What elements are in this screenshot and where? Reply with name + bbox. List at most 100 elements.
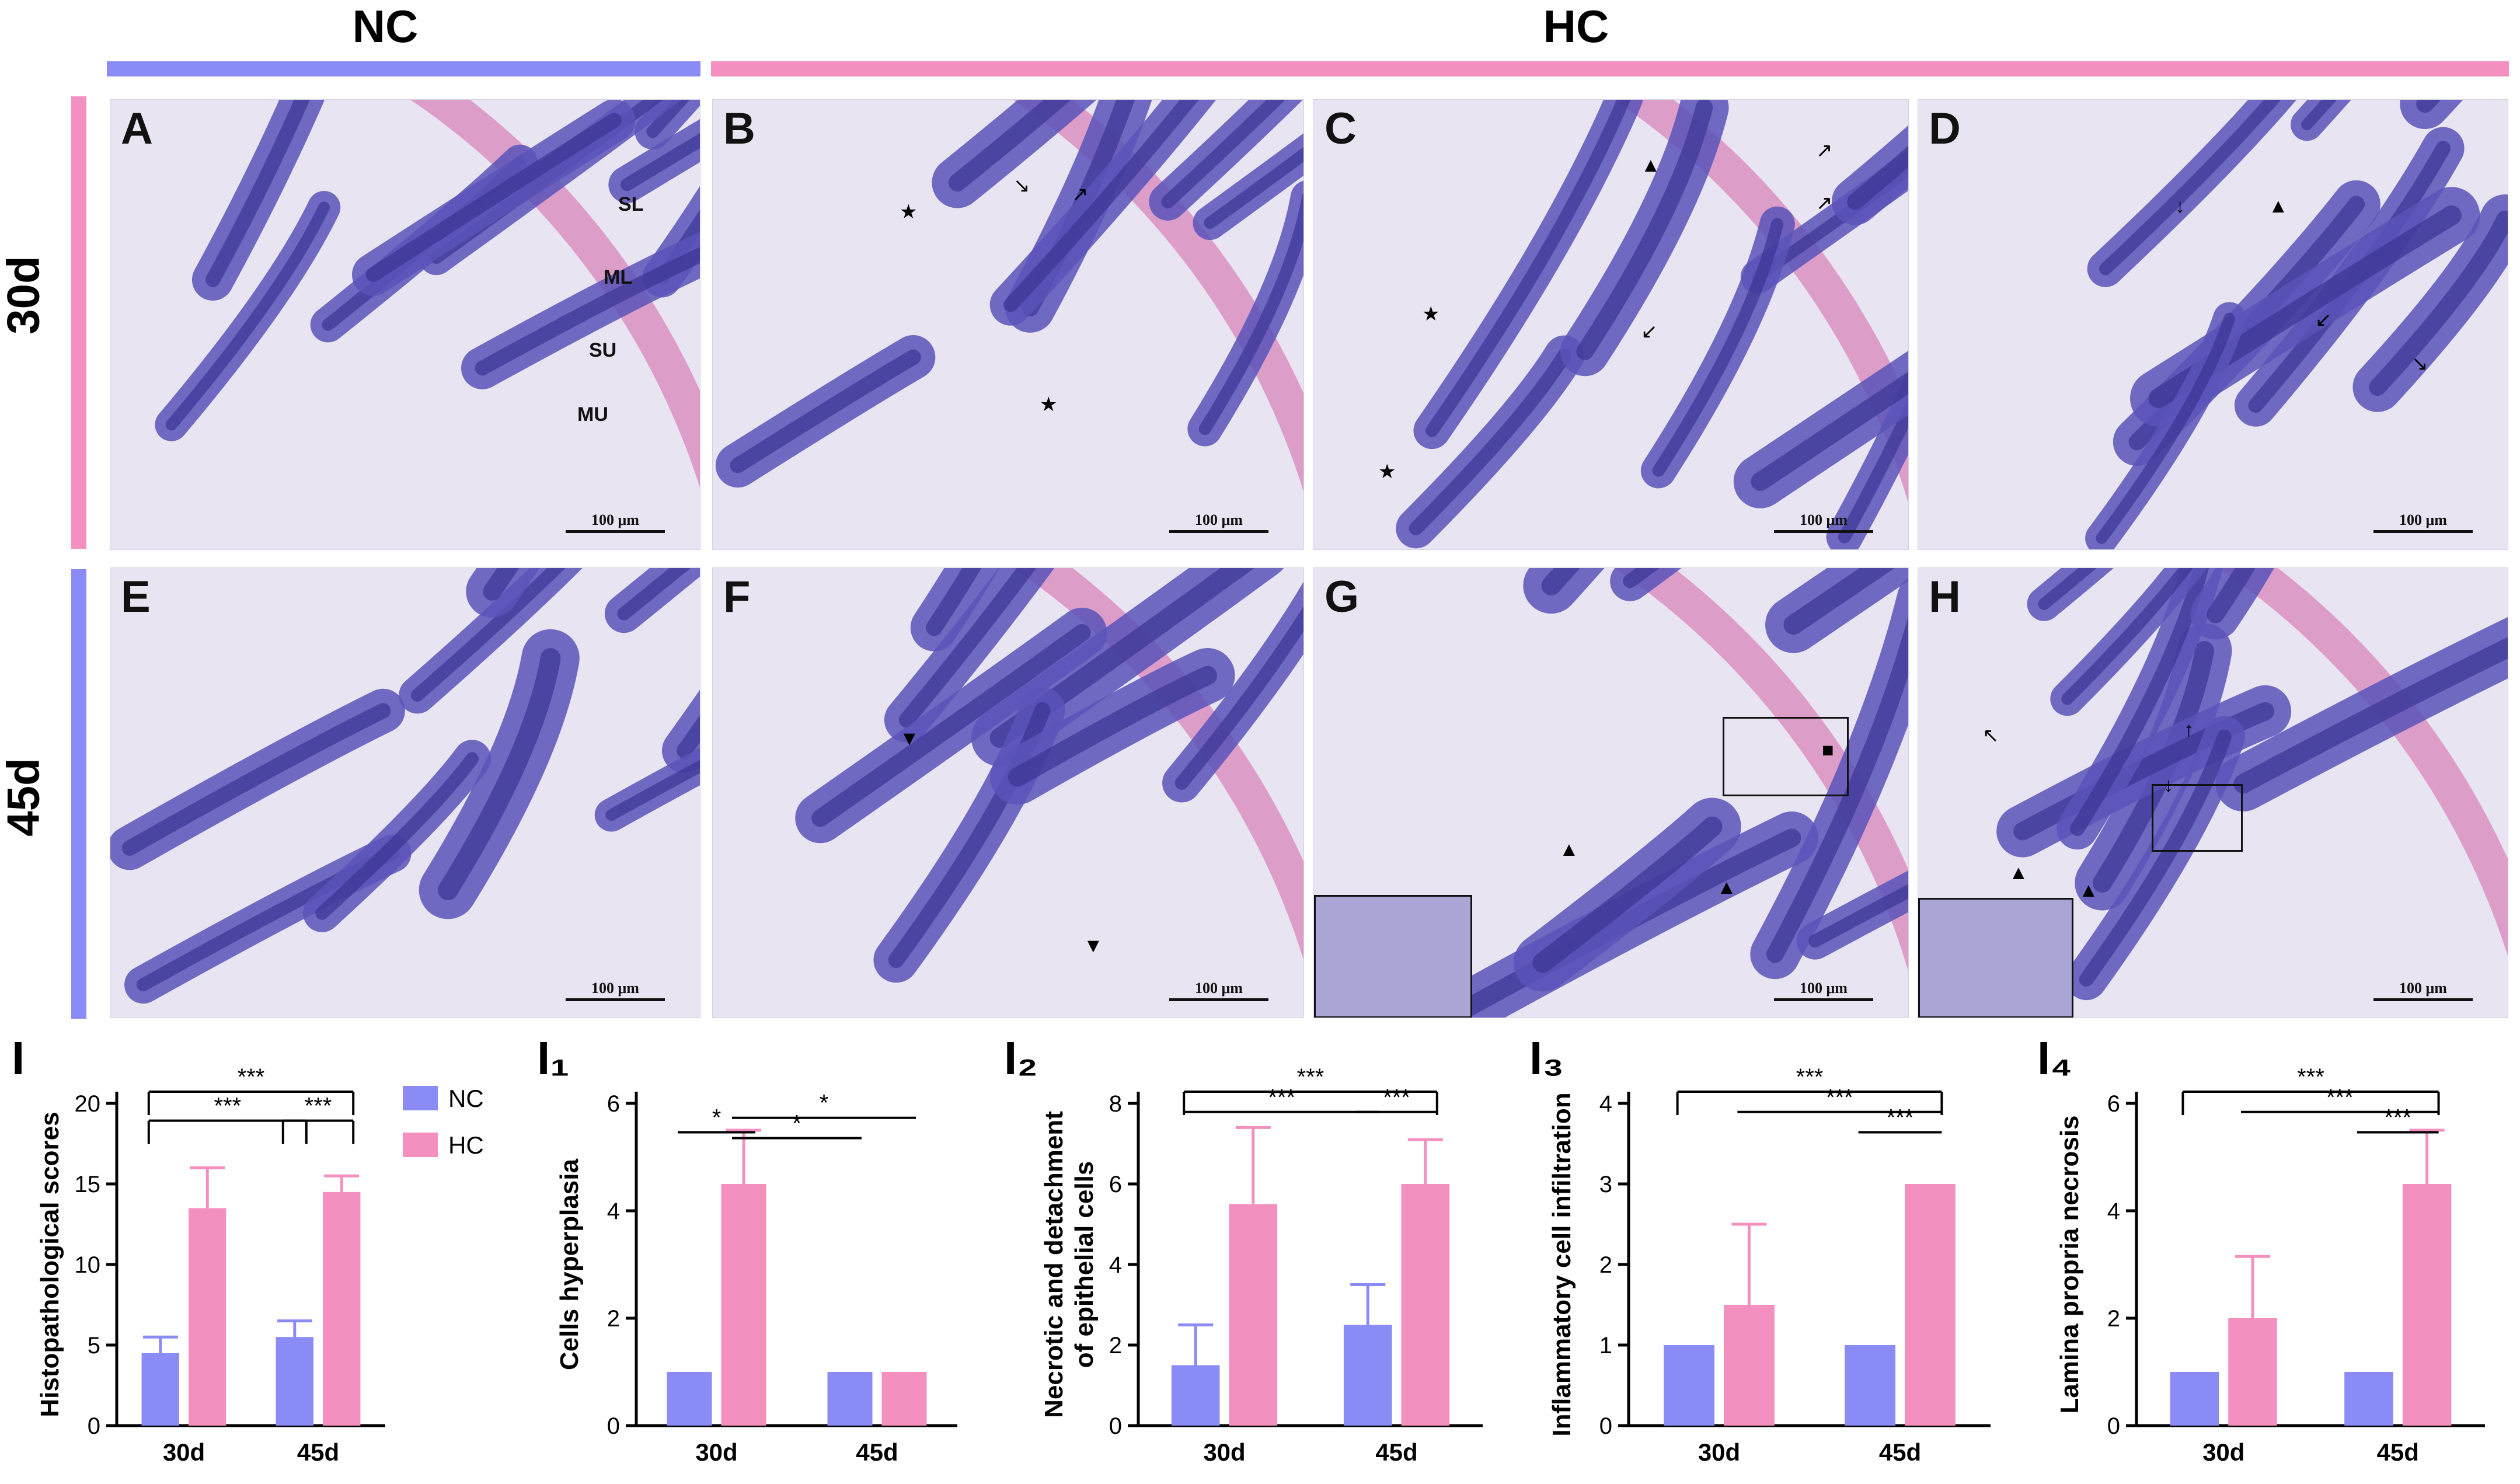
micrograph-panel-d: D 100 μm ↓ ▲ ↙ ↘	[1918, 99, 2508, 550]
scale-bar-label: 100 μm	[591, 980, 639, 997]
legend-swatch-hc	[403, 1133, 438, 1157]
tissue-label-mu: MU	[577, 403, 608, 426]
y-tick-label: 2	[1109, 1333, 1122, 1358]
y-tick-label: 6	[607, 1091, 620, 1117]
significance-label: ***	[1796, 1064, 1824, 1090]
scale-bar: 100 μm	[2373, 511, 2473, 533]
triangle-marker-icon: ▲	[1717, 876, 1737, 898]
bar-hc-45d	[1905, 1184, 1956, 1426]
x-tick-label: 45d	[1375, 1438, 1417, 1466]
significance-label: *	[792, 1110, 801, 1136]
significance-label: ***	[305, 1093, 332, 1119]
star-icon: ★	[1422, 303, 1440, 325]
y-tick-label: 1	[1599, 1333, 1612, 1358]
x-tick-label: 45d	[2377, 1438, 2419, 1466]
y-tick-label: 6	[2107, 1091, 2120, 1117]
legend-label-nc: NC	[448, 1085, 484, 1112]
scale-bar: 100 μm	[1169, 511, 1268, 533]
micrograph-image	[1443, 568, 1908, 1018]
x-tick-label: 30d	[163, 1438, 205, 1466]
scale-bar: 100 μm	[2373, 980, 2473, 1001]
y-tick-label: 6	[1109, 1172, 1122, 1197]
bar-chart-3: I₃ 0 1 2 3 4 Inflammatory cell infiltration 30d…	[1529, 1039, 1991, 1466]
arrow-icon: ↙	[2315, 309, 2332, 331]
tissue-label-ml: ML	[604, 266, 633, 288]
y-tick-label: 4	[2107, 1199, 2120, 1224]
scale-bar-line	[2373, 530, 2473, 533]
arrow-icon: ↘	[2411, 353, 2428, 375]
scale-bar-line	[1774, 530, 1873, 533]
x-tick-label: 45d	[856, 1438, 898, 1466]
significance-label: ***	[1383, 1085, 1410, 1110]
y-tick-label: 20	[75, 1091, 101, 1117]
micrograph-image	[110, 568, 700, 1004]
y-tick-label: 0	[1599, 1413, 1612, 1439]
scale-bar-line	[2373, 998, 2473, 1001]
bar-nc-30d	[141, 1353, 179, 1426]
triangle-marker-icon: ▲	[2079, 879, 2099, 901]
chart-panel-label: I₁	[537, 1039, 569, 1084]
panel-letter: D	[1929, 104, 1961, 154]
scale-bar: 100 μm	[1774, 511, 1873, 533]
bar-hc-45d	[881, 1372, 927, 1426]
triangle-marker-icon: ▲	[1641, 154, 1661, 176]
star-icon: ★	[1040, 393, 1058, 416]
scale-bar: 100 μm	[566, 511, 665, 533]
y-tick-label: 0	[1109, 1413, 1122, 1439]
y-axis-label: of epithelial cells	[1070, 1161, 1099, 1368]
panel-letter: A	[121, 104, 153, 154]
y-tick-label: 0	[88, 1413, 100, 1439]
x-tick-label: 45d	[1879, 1438, 1921, 1466]
scale-bar-label: 100 μm	[591, 511, 639, 528]
triangle-marker-icon: ▲	[1559, 838, 1579, 861]
x-tick-label: 30d	[1203, 1438, 1245, 1466]
zoom-region-box	[1723, 717, 1849, 796]
scale-bar-label: 100 μm	[1800, 511, 1848, 528]
scale-bar: 100 μm	[1774, 980, 1873, 1001]
group-label-hc: HC	[1543, 1, 1609, 52]
scale-bar-line	[566, 530, 665, 533]
bar-nc-30d	[2170, 1372, 2219, 1426]
arrow-icon: ↓	[2175, 195, 2185, 217]
triangle-marker-icon: ▼	[900, 727, 919, 750]
y-axis-label: Inflammatory cell infiltration	[1547, 1092, 1576, 1436]
micrograph-panel-c: C 100 μm ★ ★ ▲ ↗ ↗ ↙	[1313, 99, 1909, 550]
y-tick-label: 0	[2107, 1413, 2120, 1439]
panel-letter: C	[1325, 104, 1357, 154]
bar-hc-30d	[2228, 1318, 2277, 1426]
bar-nc-45d	[2344, 1372, 2393, 1426]
scale-bar-label: 100 μm	[1800, 980, 1848, 997]
y-tick-label: 2	[607, 1306, 620, 1332]
micrograph-panel-g: G 100 μm ■ ▲ ▲	[1313, 567, 1909, 1018]
panel-letter: B	[723, 104, 755, 154]
x-tick-label: 30d	[695, 1438, 737, 1466]
significance-label: ***	[1826, 1085, 1853, 1110]
significance-label: ***	[2297, 1064, 2324, 1090]
micrograph-panel-a: A 100 μm SL ML SU MU	[110, 99, 700, 550]
y-tick-label: 5	[88, 1333, 100, 1358]
chart-panel-label: I	[12, 1039, 25, 1084]
y-axis-label: Histopathological scores	[36, 1112, 64, 1417]
arrow-icon: ↓	[2163, 774, 2173, 796]
scale-bar-label: 100 μm	[2399, 980, 2447, 997]
tissue-label-su: SU	[589, 339, 617, 361]
y-tick-label: 4	[607, 1199, 620, 1224]
x-tick-label: 30d	[2202, 1438, 2244, 1466]
scale-bar-label: 100 μm	[2399, 511, 2447, 528]
significance-label: *	[820, 1091, 829, 1116]
bar-hc-30d	[721, 1184, 766, 1426]
significance-label: ***	[2326, 1085, 2354, 1110]
row-label-45d: 45d	[0, 758, 49, 837]
scale-bar: 100 μm	[1169, 980, 1268, 1001]
legend-swatch-nc	[403, 1086, 438, 1110]
bar-nc-45d	[276, 1337, 313, 1426]
bar-hc-45d	[2402, 1184, 2452, 1426]
x-tick-label: 45d	[297, 1438, 339, 1466]
y-tick-label: 15	[75, 1172, 101, 1197]
scale-bar-line	[566, 998, 665, 1001]
group-bar-nc	[107, 61, 700, 76]
scale-bar-label: 100 μm	[1195, 980, 1243, 997]
bar-hc-30d	[1724, 1305, 1775, 1426]
y-axis-label: Necrotic and detachment	[1040, 1111, 1068, 1418]
micrograph-image	[715, 100, 1303, 492]
